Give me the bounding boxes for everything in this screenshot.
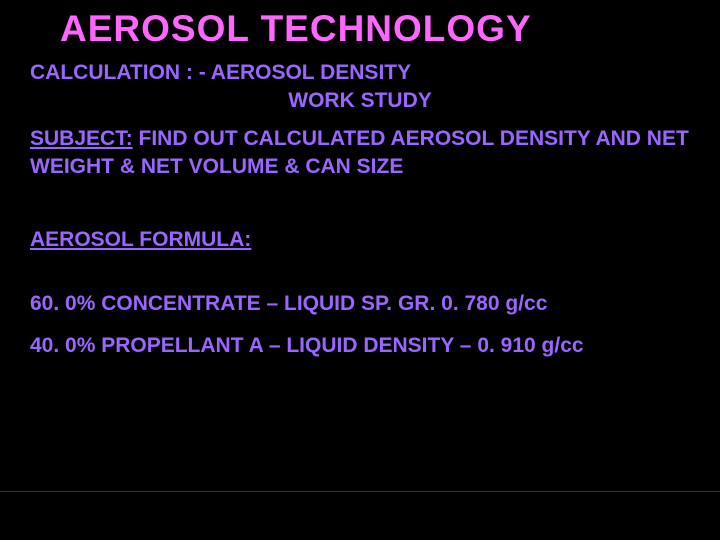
subject-block: SUBJECT: FIND OUT CALCULATED AEROSOL DEN…: [30, 125, 690, 182]
slide: AEROSOL TECHNOLOGY CALCULATION : - AEROS…: [0, 0, 720, 540]
work-study-line: WORK STUDY: [30, 89, 690, 113]
slide-title: AEROSOL TECHNOLOGY: [30, 10, 690, 49]
formula-item-2: 40. 0% PROPELLANT A – LIQUID DENSITY – 0…: [30, 334, 690, 358]
formula-label: AEROSOL FORMULA:: [30, 228, 690, 252]
calc-line: CALCULATION : - AEROSOL DENSITY: [30, 61, 690, 85]
subject-label: SUBJECT:: [30, 127, 133, 150]
formula-item-1: 60. 0% CONCENTRATE – LIQUID SP. GR. 0. 7…: [30, 292, 690, 316]
divider-line: [0, 491, 720, 492]
